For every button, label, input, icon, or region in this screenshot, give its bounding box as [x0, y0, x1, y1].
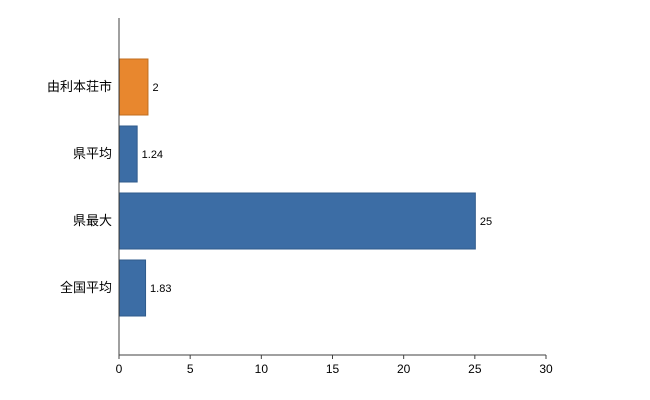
category-label-1: 県平均 [73, 146, 112, 161]
bar-3 [119, 259, 147, 317]
value-label-1: 1.24 [142, 149, 163, 161]
bar-0 [119, 58, 149, 116]
bar-2 [119, 192, 476, 250]
category-label-3: 全国平均 [60, 280, 112, 295]
x-tick-label-6: 30 [539, 362, 553, 376]
x-tick-label-0: 0 [116, 362, 123, 376]
x-tick-label-2: 10 [255, 362, 269, 376]
bar-1 [119, 125, 138, 183]
x-tick-label-1: 5 [187, 362, 194, 376]
category-label-2: 県最大 [73, 213, 112, 228]
value-label-2: 25 [480, 216, 492, 228]
value-label-0: 2 [152, 82, 158, 94]
x-tick-label-3: 15 [326, 362, 340, 376]
x-tick-label-5: 25 [468, 362, 482, 376]
category-label-0: 由利本荘市 [47, 79, 112, 94]
value-label-3: 1.83 [150, 283, 171, 295]
x-tick-label-4: 20 [397, 362, 411, 376]
